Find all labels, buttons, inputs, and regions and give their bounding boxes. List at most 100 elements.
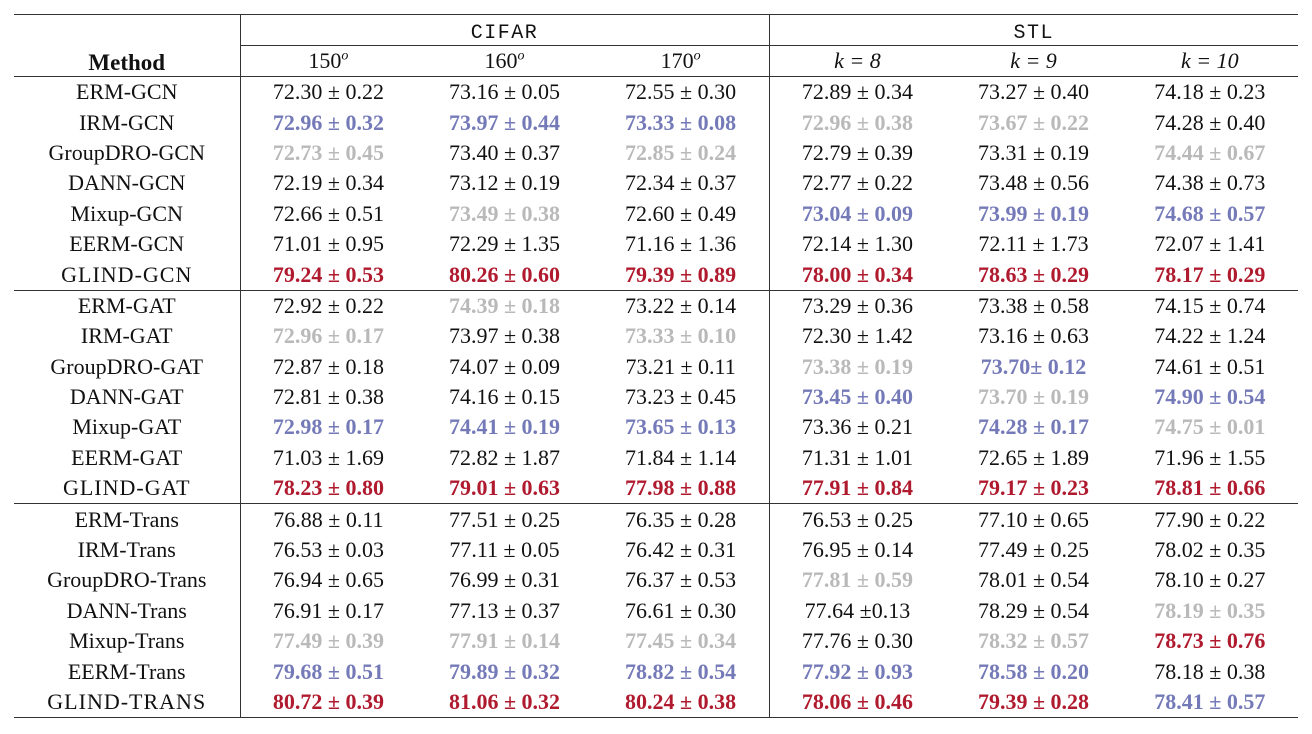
result-cell: 72.96 ± 0.32 bbox=[272, 109, 384, 135]
result-cell: 72.79 ± 0.39 bbox=[801, 139, 913, 165]
result-cell: 74.16 ± 0.15 bbox=[448, 384, 561, 410]
group-header-cifar: CIFAR bbox=[240, 14, 770, 46]
result-cell: 73.38 ± 0.19 bbox=[801, 353, 913, 379]
result-cell: 78.01 ± 0.54 bbox=[977, 567, 1090, 593]
table-row: DANN-Trans 76.91 ± 0.17 77.13 ± 0.37 76.61 … bbox=[14, 595, 1298, 627]
result-cell: 74.15 ± 0.74 bbox=[1121, 289, 1298, 322]
result-cell: 73.70± 0.12 bbox=[980, 353, 1087, 379]
table-row: DANN-GAT 72.81 ± 0.38 74.16 ± 0.15 73.23 ± … bbox=[14, 381, 1298, 413]
result-cell: 78.06 ± 0.46 bbox=[769, 686, 946, 719]
result-cell: 76.53 ± 0.03 bbox=[272, 537, 384, 563]
result-cell: 72.85 ± 0.24 bbox=[592, 137, 770, 169]
column-header-value: k = 8 bbox=[834, 48, 881, 73]
method-name: EERM-GAT bbox=[14, 442, 241, 474]
result-cell: 72.55 ± 0.30 bbox=[592, 76, 770, 108]
result-cell: 73.23 ± 0.45 bbox=[592, 381, 770, 413]
column-header-cifar-1: 150o bbox=[240, 46, 416, 77]
result-cell: 74.18 ± 0.23 bbox=[1121, 76, 1298, 108]
result-cell: 77.13 ± 0.37 bbox=[448, 597, 561, 623]
result-cell: 71.96 ± 1.55 bbox=[1154, 444, 1266, 470]
method-name: DANN-Trans bbox=[14, 595, 241, 627]
result-cell: 76.94 ± 0.65 bbox=[272, 567, 384, 593]
result-cell: 76.91 ± 0.17 bbox=[272, 597, 384, 623]
result-cell: 76.88 ± 0.11 bbox=[240, 503, 417, 535]
header-row-groups: Method CIFAR STL bbox=[14, 14, 1298, 77]
method-name: GLIND-GAT bbox=[14, 473, 241, 504]
result-cell: 78.02 ± 0.35 bbox=[1154, 537, 1266, 563]
method-name: Mixup-Trans bbox=[14, 626, 241, 657]
result-cell: 76.53 ± 0.25 bbox=[769, 503, 946, 535]
result-cell: 79.89 ± 0.32 bbox=[448, 658, 561, 684]
result-cell: 73.27 ± 0.40 bbox=[945, 76, 1122, 108]
result-cell: 73.40 ± 0.37 bbox=[448, 139, 561, 165]
column-header-stl-2: k = 9 bbox=[945, 46, 1121, 77]
table-row: IRM-GCN 72.96 ± 0.32 73.97 ± 0.44 73.33 ± 0… bbox=[14, 107, 1298, 138]
result-cell: 78.23 ± 0.80 bbox=[272, 475, 384, 501]
result-cell: 72.81 ± 0.38 bbox=[272, 384, 384, 410]
table-row: GroupDRO-GCN 72.73 ± 0.45 73.40 ± 0.37 72.8… bbox=[14, 137, 1298, 169]
result-cell: 74.41 ± 0.19 bbox=[448, 414, 561, 440]
result-cell: 78.81 ± 0.66 bbox=[1154, 475, 1266, 501]
table-row: Mixup-GCN 72.66 ± 0.51 73.49 ± 0.38 72.60 ±… bbox=[14, 198, 1298, 229]
column-header-cifar-3: 170o bbox=[592, 45, 770, 77]
table-row: EERM-GCN 71.01 ± 0.95 72.29 ± 1.35 71.16 ± … bbox=[14, 228, 1298, 260]
method-name: Mixup-GCN bbox=[14, 198, 241, 229]
result-cell: 74.61 ± 0.51 bbox=[1154, 353, 1266, 379]
result-cell: 77.90 ± 0.22 bbox=[1121, 503, 1298, 535]
result-cell: 77.81 ± 0.59 bbox=[801, 567, 913, 593]
result-cell: 74.75 ± 0.01 bbox=[1154, 414, 1266, 440]
result-cell: 72.19 ± 0.34 bbox=[272, 170, 384, 196]
result-cell: 73.48 ± 0.56 bbox=[977, 170, 1090, 196]
result-cell: 73.33 ± 0.10 bbox=[592, 321, 770, 352]
result-cell: 74.38 ± 0.73 bbox=[1154, 170, 1266, 196]
result-cell: 73.97 ± 0.44 bbox=[448, 109, 561, 135]
result-cell: 71.31 ± 1.01 bbox=[801, 444, 913, 470]
result-cell: 73.04 ± 0.09 bbox=[801, 200, 913, 226]
result-cell: 72.96 ± 0.38 bbox=[801, 109, 913, 135]
result-cell: 73.22 ± 0.14 bbox=[592, 289, 770, 322]
result-cell: 72.82 ± 1.87 bbox=[448, 444, 561, 470]
method-name: EERM-GCN bbox=[14, 228, 241, 260]
result-cell: 74.44 ± 0.67 bbox=[1154, 139, 1266, 165]
result-cell: 78.41 ± 0.57 bbox=[1121, 686, 1298, 719]
column-header-value: 160 bbox=[484, 48, 518, 73]
method-name: EERM-Trans bbox=[14, 656, 241, 687]
result-cell: 80.24 ± 0.38 bbox=[592, 686, 770, 719]
result-cell: 77.64 ±0.13 bbox=[804, 597, 911, 623]
result-cell: 76.42 ± 0.31 bbox=[592, 534, 770, 566]
column-header-value: k = 10 bbox=[1181, 48, 1239, 73]
result-cell: 80.26 ± 0.60 bbox=[448, 261, 561, 287]
result-cell: 74.39 ± 0.18 bbox=[416, 289, 593, 322]
column-header-value: 170 bbox=[660, 48, 694, 73]
table-row: GLIND-TRANS 80.72 ± 0.39 81.06 ± 0.32 80.24… bbox=[14, 686, 1298, 719]
result-cell: 72.30 ± 1.42 bbox=[801, 323, 913, 349]
table-row: DANN-GCN 72.19 ± 0.34 73.12 ± 0.19 72.34 ± … bbox=[14, 168, 1298, 199]
result-cell: 78.32 ± 0.57 bbox=[977, 628, 1090, 654]
result-cell: 73.49 ± 0.38 bbox=[448, 200, 561, 226]
result-cell: 78.63 ± 0.29 bbox=[977, 261, 1090, 287]
result-cell: 74.90 ± 0.54 bbox=[1154, 384, 1266, 410]
result-cell: 73.38 ± 0.58 bbox=[945, 289, 1122, 322]
result-cell: 79.39 ± 0.89 bbox=[592, 259, 770, 291]
result-cell: 72.29 ± 1.35 bbox=[448, 231, 561, 257]
method-name: Mixup-GAT bbox=[14, 412, 241, 443]
result-cell: 78.73 ± 0.76 bbox=[1154, 628, 1266, 654]
method-name: IRM-Trans bbox=[14, 534, 241, 566]
table-row: EERM-GAT 71.03 ± 1.69 72.82 ± 1.87 71.84 ± … bbox=[14, 442, 1298, 474]
result-cell: 78.19 ± 0.35 bbox=[1154, 597, 1266, 623]
result-cell: 78.82 ± 0.54 bbox=[592, 656, 770, 687]
result-cell: 79.39 ± 0.28 bbox=[945, 686, 1122, 719]
result-cell: 72.34 ± 0.37 bbox=[592, 168, 770, 199]
result-cell: 78.17 ± 0.29 bbox=[1154, 261, 1266, 287]
result-cell: 77.76 ± 0.30 bbox=[801, 628, 913, 654]
result-cell: 78.58 ± 0.20 bbox=[977, 658, 1090, 684]
result-cell: 73.99 ± 0.19 bbox=[977, 200, 1090, 226]
table-row: GroupDRO-Trans 76.94 ± 0.65 76.99 ± 0.31 76… bbox=[14, 565, 1298, 596]
result-cell: 80.72 ± 0.39 bbox=[240, 686, 417, 719]
method-name: IRM-GAT bbox=[14, 321, 241, 352]
method-name: ERM-GAT bbox=[14, 289, 241, 322]
result-cell: 72.96 ± 0.17 bbox=[272, 323, 384, 349]
result-cell: 73.33 ± 0.08 bbox=[592, 107, 770, 138]
result-cell: 77.91 ± 0.14 bbox=[448, 628, 561, 654]
